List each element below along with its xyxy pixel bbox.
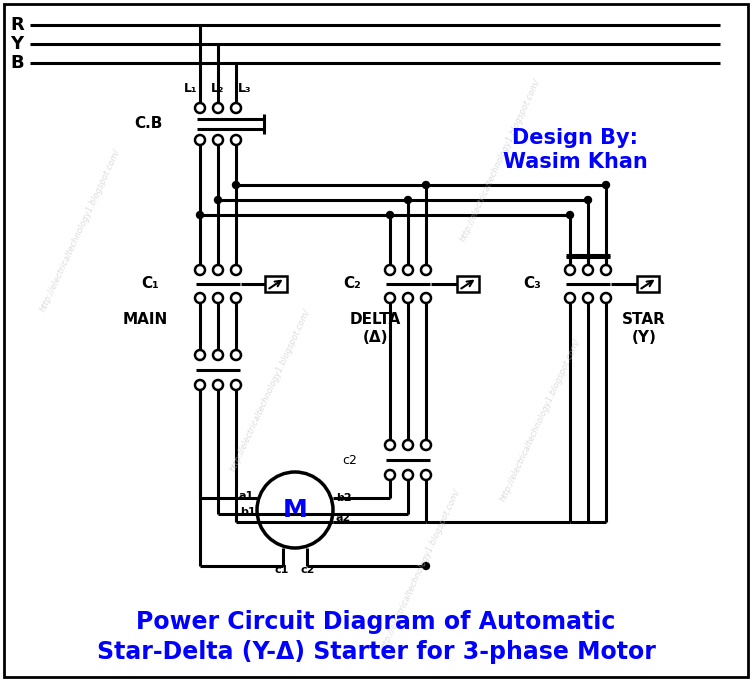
Text: L₃: L₃ bbox=[238, 82, 252, 95]
Circle shape bbox=[602, 182, 610, 189]
Text: Y: Y bbox=[11, 35, 23, 53]
Text: L₂: L₂ bbox=[211, 82, 225, 95]
Text: http://electricaltechnology1.blogspot.com/: http://electricaltechnology1.blogspot.co… bbox=[228, 307, 312, 473]
Text: L₁: L₁ bbox=[184, 82, 198, 95]
Text: b2: b2 bbox=[336, 493, 352, 503]
Circle shape bbox=[405, 197, 411, 204]
Text: a1: a1 bbox=[238, 491, 254, 501]
Text: Power Circuit Diagram of Automatic: Power Circuit Diagram of Automatic bbox=[136, 610, 616, 634]
Text: C₃: C₃ bbox=[523, 276, 541, 291]
Circle shape bbox=[196, 212, 204, 219]
Circle shape bbox=[232, 182, 239, 189]
Text: Star-Delta (Y-Δ) Starter for 3-phase Motor: Star-Delta (Y-Δ) Starter for 3-phase Mot… bbox=[96, 640, 656, 664]
Text: (Y): (Y) bbox=[632, 330, 656, 345]
Text: M: M bbox=[283, 498, 308, 522]
Circle shape bbox=[387, 212, 393, 219]
Text: C.B: C.B bbox=[134, 116, 162, 131]
Text: http://electricaltechnology1.blogspot.com/: http://electricaltechnology1.blogspot.co… bbox=[499, 337, 582, 503]
Text: C₁: C₁ bbox=[141, 276, 159, 291]
Text: c1: c1 bbox=[274, 565, 290, 575]
Text: c2: c2 bbox=[343, 454, 357, 466]
Circle shape bbox=[423, 563, 429, 569]
Bar bbox=[265, 276, 287, 292]
Text: Wasim Khan: Wasim Khan bbox=[502, 152, 647, 172]
Circle shape bbox=[214, 197, 222, 204]
Circle shape bbox=[584, 197, 592, 204]
Text: MAIN: MAIN bbox=[123, 313, 168, 328]
Text: http://electricaltechnology1.blogspot.com/: http://electricaltechnology1.blogspot.co… bbox=[458, 77, 541, 243]
Bar bbox=[637, 276, 659, 292]
Text: R: R bbox=[10, 16, 24, 34]
Text: http://electricaltechnology1.blogspot.com/: http://electricaltechnology1.blogspot.co… bbox=[38, 147, 122, 313]
Text: DELTA: DELTA bbox=[350, 313, 401, 328]
Text: a2: a2 bbox=[336, 513, 351, 523]
Text: C₂: C₂ bbox=[343, 276, 361, 291]
Text: (Δ): (Δ) bbox=[362, 330, 388, 345]
Text: STAR: STAR bbox=[622, 313, 666, 328]
Text: Design By:: Design By: bbox=[512, 128, 638, 148]
Text: http://electricaltechnology1.blogspot.com/: http://electricaltechnology1.blogspot.co… bbox=[378, 487, 462, 653]
Text: B: B bbox=[11, 54, 24, 72]
Bar bbox=[457, 276, 479, 292]
Circle shape bbox=[566, 212, 574, 219]
Circle shape bbox=[423, 182, 429, 189]
Text: c2: c2 bbox=[301, 565, 315, 575]
Text: b1: b1 bbox=[241, 507, 256, 517]
